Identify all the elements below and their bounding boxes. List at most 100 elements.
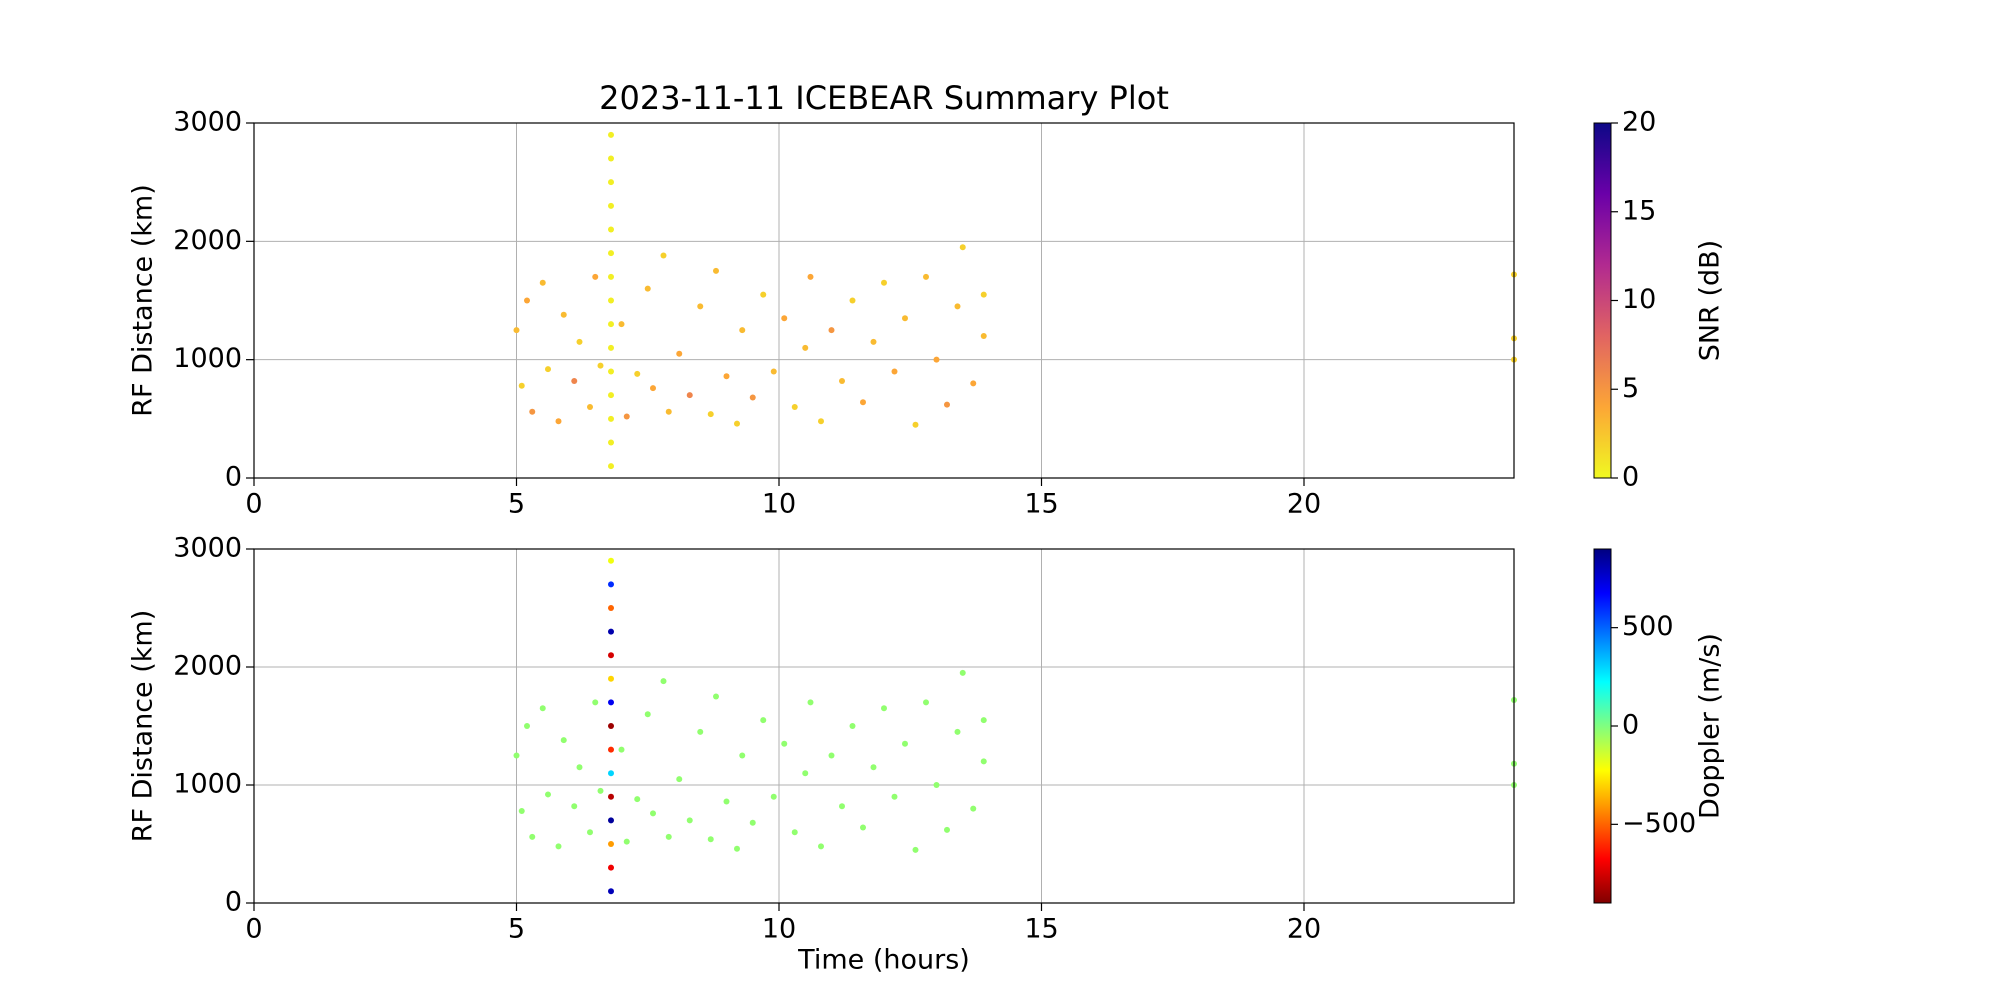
point [571,377,578,384]
point [749,819,756,826]
point [870,764,877,771]
x-tick-label: 15 [1024,489,1058,520]
point [902,740,908,747]
point [608,131,614,138]
point [618,746,625,753]
point [713,693,719,700]
point [608,155,614,162]
point [608,699,614,706]
point [933,356,940,363]
point [518,382,525,389]
point [608,581,614,588]
point [686,392,693,399]
point [828,752,835,759]
point [592,273,599,280]
point [597,787,604,794]
point [608,770,614,777]
point [608,793,614,800]
x-axis-label: Time (hours) [797,945,970,976]
point [524,723,530,729]
x-tick-label: 5 [508,914,525,945]
point [608,605,614,611]
colorbar-tick-label: 0 [1622,710,1639,741]
point [954,303,961,310]
point [881,279,887,286]
point [665,833,672,840]
point [959,244,966,251]
point [760,291,767,298]
point [839,803,845,810]
x-tick-label: 0 [245,489,262,520]
point [807,273,814,280]
colorbar-label: SNR (dB) [1695,240,1726,361]
x-tick-label: 20 [1287,914,1321,945]
point [618,321,625,328]
x-tick-label: 10 [762,489,796,520]
point [676,776,683,783]
point [660,252,667,259]
point [980,758,987,765]
point [770,368,777,375]
point [707,836,714,843]
point [881,705,887,712]
point [608,344,614,351]
point [608,179,614,186]
point [529,833,536,840]
point [545,791,551,798]
colorbar [1593,122,1612,479]
point [576,338,583,345]
point [592,699,599,706]
colorbar-tick-label: 15 [1622,195,1656,226]
point [770,793,777,800]
point [608,723,614,729]
point [739,327,746,334]
point [560,737,567,744]
point [828,327,835,334]
point [697,303,704,310]
x-tick-label: 0 [245,914,262,945]
point [608,652,614,659]
point [791,404,798,410]
point [608,321,614,328]
colorbar-tick-label: 10 [1622,284,1656,315]
point [644,711,651,718]
point [839,377,845,384]
point [571,803,578,810]
point [608,202,614,209]
point [518,807,525,814]
point [539,279,546,286]
colorbar-tick-label: −500 [1622,808,1696,839]
point [608,226,614,233]
point [944,401,950,408]
colorbar-tick-label: 5 [1622,373,1639,404]
y-tick-label: 0 [225,887,242,918]
point [608,297,614,304]
point [734,420,740,427]
x-tick-label: 15 [1024,914,1058,945]
point [665,408,672,415]
colorbar-label: Doppler (m/s) [1695,633,1726,819]
y-tick-label: 3000 [173,107,242,138]
point [608,628,614,635]
point [802,770,809,777]
point [781,315,788,322]
point [723,798,730,805]
point [944,826,950,833]
point [513,752,520,759]
plot-frame [253,548,1515,904]
point [676,350,683,357]
point [660,678,667,685]
point [781,740,788,747]
point [650,385,656,392]
point [608,675,614,682]
point [860,824,866,831]
point [608,864,614,871]
y-tick-label: 2000 [173,651,242,682]
point [891,793,898,800]
point [849,297,856,304]
point [970,805,977,812]
point [644,285,651,292]
point [608,439,614,446]
colorbar [1593,548,1612,904]
point [954,728,961,735]
